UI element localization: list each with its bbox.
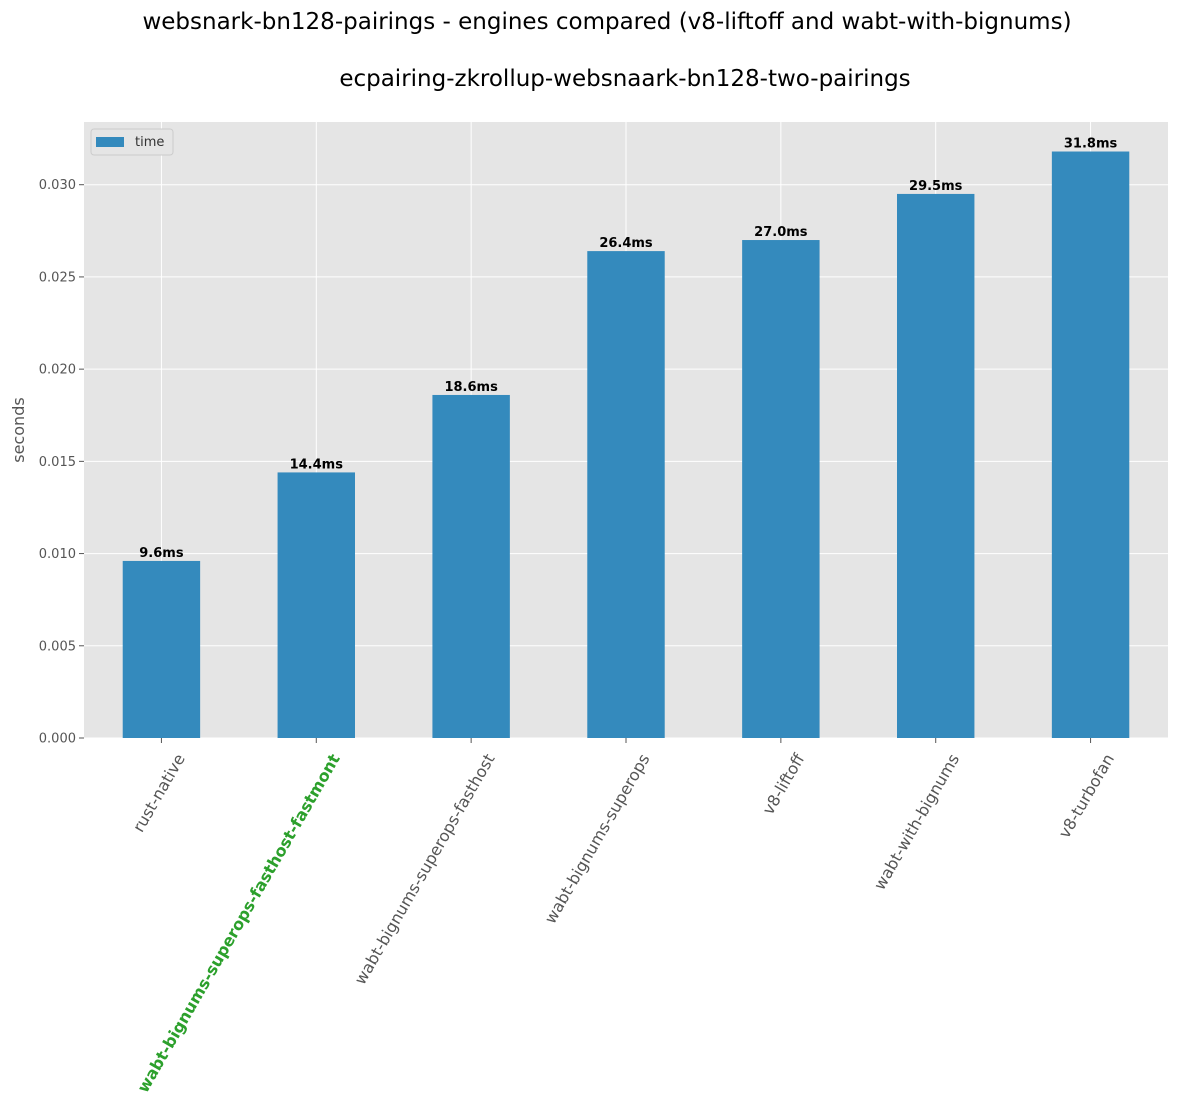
bar-label-wabt-bignums-superops: 26.4ms — [599, 236, 653, 251]
bar-wabt-bignums-superops — [587, 251, 665, 738]
bar-rust-native — [122, 560, 201, 738]
x-tick-label-v8-turbofan: v8-turbofan — [1055, 751, 1118, 842]
chart-suptitle: websnark-bn128-pairings - engines compar… — [142, 9, 1071, 35]
bar-wabt-with-bignums — [897, 193, 975, 738]
x-tick-label-wabt-bignums-superops-fasthost-fastmont: wabt-bignums-superops-fasthost-fastmont — [133, 750, 344, 1096]
x-tick-label-rust-native: rust-native — [129, 751, 189, 836]
y-tick-label-2: 0.010 — [39, 547, 76, 562]
legend-box — [90, 128, 174, 156]
y-tick-label-6: 0.030 — [39, 178, 76, 193]
data-labels: 9.6ms 14.4ms 18.6ms 26.4ms 27.0ms 29.5ms 31.8m… — [139, 137, 1117, 561]
bar-v8-turbofan — [1051, 151, 1130, 739]
y-axis-ticks: 0.000 0.005 0.010 0.015 0.020 0.025 0.030 — [39, 178, 84, 747]
bars — [122, 151, 1130, 739]
x-tick-label-wabt-bignums-superops: wabt-bignums-superops — [541, 751, 654, 927]
x-tick-label-wabt-bignums-superops-fasthost: wabt-bignums-superops-fasthost — [351, 751, 499, 988]
chart-title: ecpairing-zkrollup-websnaark-bn128-two-p… — [339, 66, 910, 92]
y-tick-label-0: 0.000 — [39, 732, 76, 747]
y-axis-label: seconds — [9, 397, 28, 462]
bar-label-wabt-bignums-superops-fasthost: 18.6ms — [444, 380, 498, 395]
y-tick-label-4: 0.020 — [39, 363, 76, 378]
x-axis-ticks: rust-nativewabt-bignums-superops-fasthos… — [129, 738, 1118, 1096]
bar-label-wabt-bignums-superops-fasthost-fastmont: 14.4ms — [290, 457, 344, 472]
bar-label-v8-liftoff: 27.0ms — [754, 225, 808, 240]
bar-v8-liftoff — [742, 240, 820, 738]
bar-wabt-bignums-superops-fasthost-fastmont — [277, 472, 355, 738]
legend-swatch — [96, 137, 124, 147]
x-tick-label-v8-liftoff: v8-liftoff — [758, 750, 808, 818]
y-tick-label-3: 0.015 — [39, 455, 76, 470]
legend: time — [90, 128, 174, 156]
legend-label-time: time — [135, 135, 164, 150]
bar-label-rust-native: 9.6ms — [139, 546, 184, 561]
y-tick-label-5: 0.025 — [39, 270, 76, 285]
x-tick-label-wabt-with-bignums: wabt-with-bignums — [870, 751, 963, 894]
bar-label-wabt-with-bignums: 29.5ms — [909, 179, 963, 194]
bar-label-v8-turbofan: 31.8ms — [1064, 137, 1118, 152]
bar-wabt-bignums-superops-fasthost — [432, 394, 510, 738]
y-tick-label-1: 0.005 — [39, 639, 76, 654]
